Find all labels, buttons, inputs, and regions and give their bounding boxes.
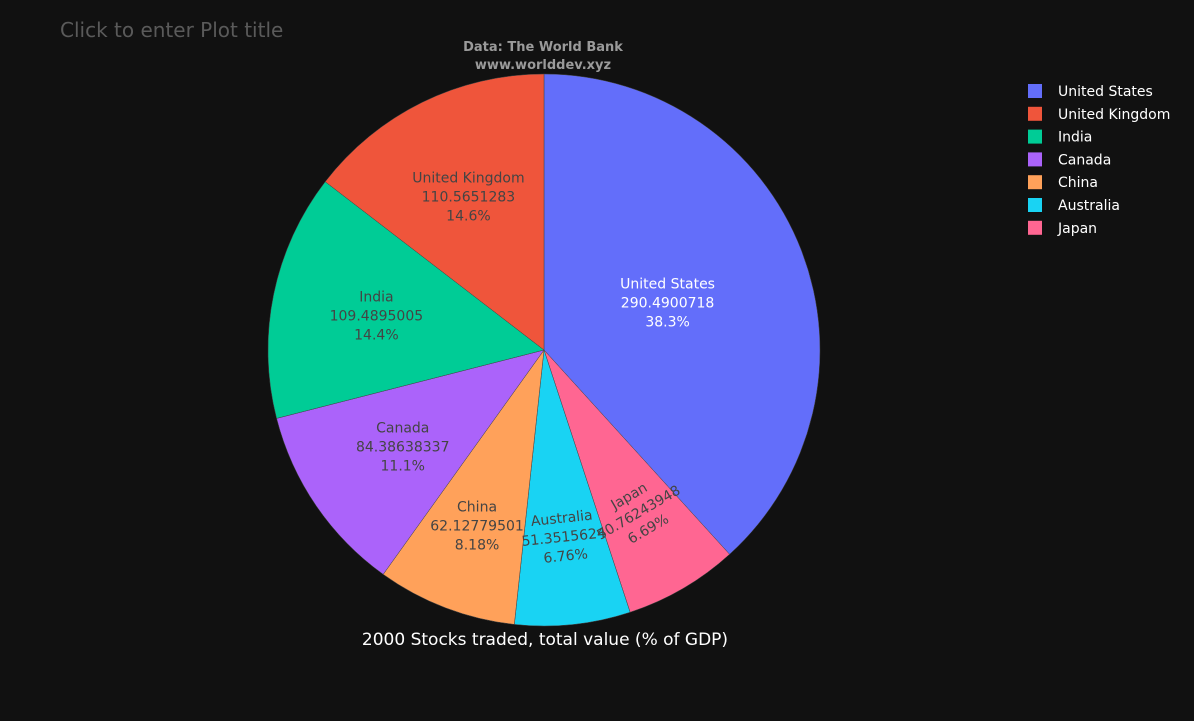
legend-item-canada[interactable]: Canada [1028,152,1111,168]
slice-label-percent: 14.6% [446,208,490,224]
slice-label-percent: 38.3% [645,314,689,330]
pie-slice-india[interactable] [267,181,545,419]
legend-label: United Kingdom [1058,107,1170,123]
pie-caption: 2000 Stocks traded, total value (% of GD… [362,630,728,650]
legend-swatch [1028,198,1042,212]
plot-title-placeholder[interactable]: Click to enter Plot title [60,18,283,42]
slice-label-percent: 11.1% [380,459,424,475]
slice-label-value: 84.38638337 [356,440,450,456]
slice-label-name: Canada [376,421,429,437]
legend-label: Australia [1058,198,1120,214]
legend-swatch [1028,84,1042,98]
slice-label-united-kingdom: United Kingdom 110.5651283 14.6% [412,170,524,224]
slice-label-value: 62.12779501 [430,518,524,534]
slice-label-name: China [457,499,497,515]
legend-item-india[interactable]: India [1028,129,1092,146]
slice-label-india: India 109.4895005 14.4% [330,290,424,344]
slice-label-united-states: United States 290.4900718 38.3% [620,276,715,330]
legend-label: United States [1058,84,1153,100]
legend-label: China [1058,175,1098,191]
slice-label-name: Australia [530,508,593,530]
legend-swatch [1028,106,1042,121]
pie-slice-china[interactable] [382,349,545,625]
legend-item-united-kingdom[interactable]: United Kingdom [1028,106,1170,123]
legend-swatch [1028,175,1042,190]
legend-item-australia[interactable]: Australia [1028,198,1120,214]
legend-item-china[interactable]: China [1028,175,1098,191]
legend-item-united-states[interactable]: United States [1028,84,1153,100]
source-line-1: Data: The World Bank [463,40,623,55]
legend-label: Canada [1058,152,1111,168]
slice-label-value: 110.5651283 [422,189,516,205]
source-line-2: www.worlddev.xyz [475,58,611,73]
slice-label-value: 290.4900718 [621,295,715,311]
slice-label-value: 109.4895005 [330,309,424,325]
pie-slice-united-kingdom[interactable] [324,73,545,351]
legend-item-japan[interactable]: Japan [1028,220,1097,237]
legend: United States United Kingdom India Canada Ch… [1028,84,1170,237]
slice-label-percent: 6.76% [543,546,589,567]
legend-swatch [1028,152,1042,167]
pie-slice-united-states[interactable] [543,73,821,555]
slice-label-percent: 14.4% [354,328,398,344]
slice-label-name: United States [620,276,715,292]
slice-label-canada: Canada 84.38638337 11.1% [356,421,450,475]
pie-slice-canada[interactable] [276,349,545,575]
slice-label-percent: 8.18% [455,537,499,553]
legend-label: Japan [1057,221,1097,237]
slice-label-name: India [359,290,393,306]
legend-label: India [1058,130,1092,146]
pie-slice-japan[interactable] [543,349,730,613]
legend-swatch [1028,129,1042,144]
legend-swatch [1028,220,1042,235]
pie-slice-australia[interactable] [514,349,631,627]
slice-label-name: United Kingdom [412,170,524,186]
slice-label-china: China 62.12779501 8.18% [430,499,524,553]
pie-slices [267,73,821,627]
